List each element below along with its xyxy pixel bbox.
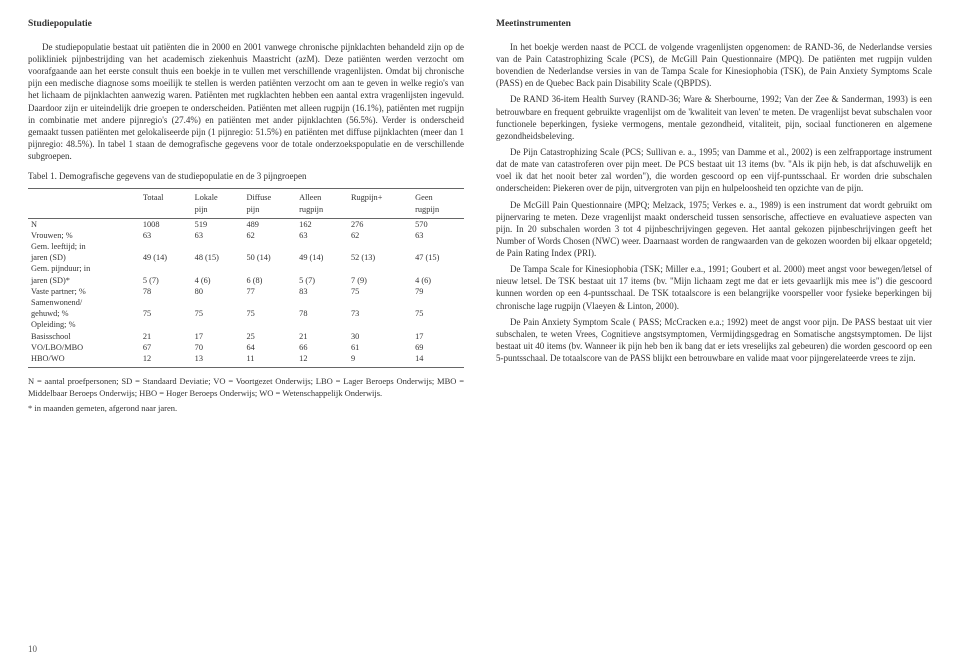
table-row: jaren (SD)*5 (7)4 (6)6 (8)5 (7)7 (9)4 (6… [28,275,464,286]
table-row: Vaste partner; %788077837579 [28,286,464,297]
table-header-row-1: Totaal Lokale Diffuse Alleen Rugpijn+ Ge… [28,189,464,204]
right-column: Meetinstrumenten In het boekje werden na… [496,18,932,415]
table-row: gehuwd; %757575787375 [28,308,464,319]
table-row: Opleiding; % [28,319,464,330]
page-number: 10 [28,644,37,654]
table-row: jaren (SD)49 (14)48 (15)50 (14)49 (14)52… [28,252,464,263]
right-p6: De Pain Anxiety Symptom Scale ( PASS; Mc… [496,316,932,365]
right-p1: In het boekje werden naast de PCCL de vo… [496,41,932,90]
table-row: N1008519489162276570 [28,218,464,230]
table-row: Gem. leeftijd; in [28,241,464,252]
table-row: Basisschool211725213017 [28,331,464,342]
table-header-row-2: pijn pijn rugpijn rugpijn [28,204,464,219]
left-p1: De studiepopulatie bestaat uit patiënten… [28,41,464,162]
footnote-1: N = aantal proefpersonen; SD = Standaard… [28,376,464,399]
left-column: Studiepopulatie De studiepopulatie besta… [28,18,464,415]
table-row: HBO/WO12131112914 [28,353,464,368]
left-heading: Studiepopulatie [28,18,464,31]
right-p2: De RAND 36-item Health Survey (RAND-36; … [496,93,932,142]
right-p5: De Tampa Scale for Kinesiophobia (TSK; M… [496,263,932,312]
footnote-2: * in maanden gemeten, afgerond naar jare… [28,403,464,414]
right-p4: De McGill Pain Questionnaire (MPQ; Melza… [496,199,932,260]
table-row: Gem. pijnduur; in [28,263,464,274]
table-row: Samenwonend/ [28,297,464,308]
demographics-table: Totaal Lokale Diffuse Alleen Rugpijn+ Ge… [28,188,464,368]
table-row: VO/LBO/MBO677064666169 [28,342,464,353]
right-p3: De Pijn Catastrophizing Scale (PCS; Sull… [496,146,932,195]
right-heading: Meetinstrumenten [496,18,932,31]
table-row: Vrouwen; %636362636263 [28,230,464,241]
table-caption: Tabel 1. Demografische gegevens van de s… [28,170,464,182]
